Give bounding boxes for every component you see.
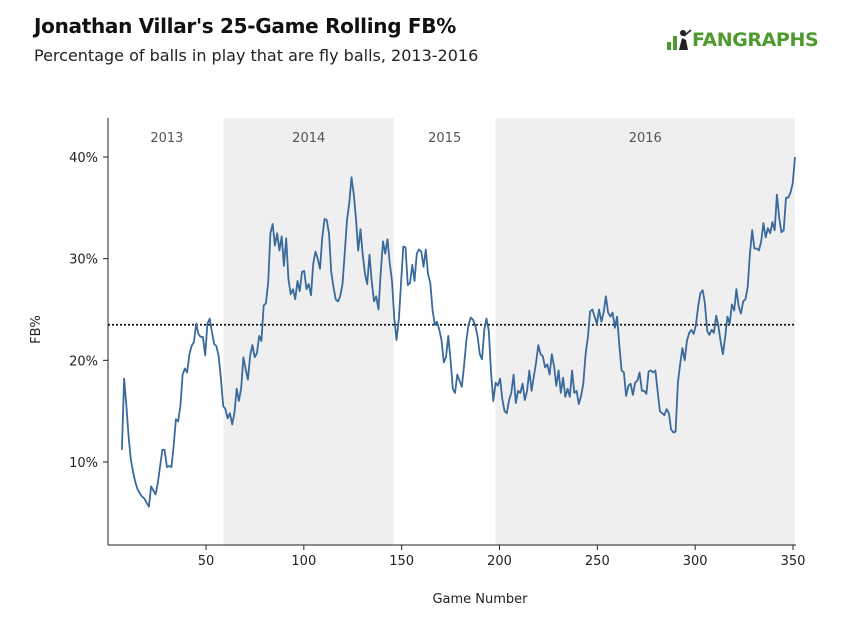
fangraphs-logo-text: FANGRAPHS [692, 29, 819, 51]
x-tick-label: 300 [683, 554, 708, 569]
x-tick-label: 200 [487, 554, 512, 569]
x-axis-label: Game Number [432, 592, 528, 607]
chart-title: Jonathan Villar's 25-Game Rolling FB% [34, 14, 456, 38]
fb-rate-series-line [121, 156, 796, 508]
x-tick-label: 50 [198, 554, 215, 569]
chart-subtitle: Percentage of balls in play that are fly… [34, 46, 479, 65]
x-tick-label: 100 [291, 554, 316, 569]
season-label-2016: 2016 [629, 131, 662, 146]
fangraphs-logo-icon [666, 28, 692, 52]
season-label-2014: 2014 [292, 131, 325, 146]
season-band-2014 [223, 118, 394, 545]
season-label-2013: 2013 [150, 131, 183, 146]
y-axis-label: FB% [29, 315, 44, 344]
y-tick-label: 10% [69, 456, 98, 471]
x-tick-label: 250 [585, 554, 610, 569]
season-label-2015: 2015 [428, 131, 461, 146]
fangraphs-logo: FANGRAPHS [666, 26, 819, 54]
season-band-2016 [495, 118, 795, 545]
x-tick-label: 350 [781, 554, 806, 569]
y-tick-label: 20% [69, 354, 98, 369]
y-tick-label: 40% [69, 151, 98, 166]
y-tick-label: 30% [69, 253, 98, 268]
x-tick-label: 150 [389, 554, 414, 569]
